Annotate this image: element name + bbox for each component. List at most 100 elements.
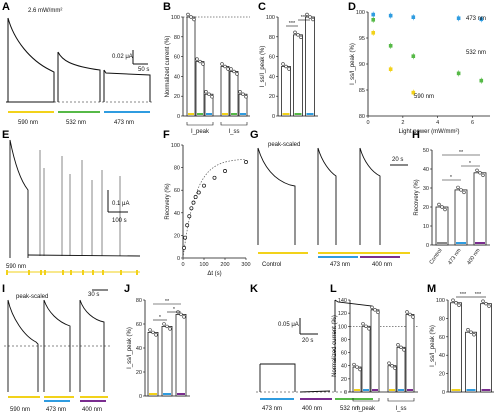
wl-400: 400 nm	[302, 406, 322, 412]
y-tick-label: 80	[174, 35, 180, 41]
light-bar-i1	[8, 396, 40, 398]
light-pulse	[120, 270, 122, 275]
data-point	[481, 299, 485, 303]
data-point	[361, 322, 365, 326]
scale-y-label: 0.1 μA	[112, 201, 129, 207]
data-point	[462, 190, 466, 195]
y-tick-label: 140	[338, 298, 347, 304]
data-point	[229, 67, 233, 71]
light-pulse	[82, 270, 84, 275]
data-point	[186, 12, 190, 17]
cond-control: Control	[262, 262, 281, 268]
y-tick-label: 40	[174, 211, 180, 217]
trace-532	[57, 51, 101, 102]
data-point	[371, 18, 376, 22]
bar	[186, 16, 196, 117]
data-point	[390, 364, 394, 368]
wl-label-532: 532 nm	[66, 120, 86, 126]
group-label-ss: I_ss	[395, 406, 406, 412]
data-point	[223, 169, 227, 173]
data-point	[371, 12, 376, 17]
bar	[220, 66, 230, 117]
panel-letter-h: H	[412, 129, 420, 141]
series-label-532: 532 nm	[466, 50, 486, 56]
light-bar-473	[44, 400, 70, 402]
data-point	[367, 327, 371, 331]
data-point	[479, 17, 484, 22]
bar	[465, 331, 477, 393]
bar	[195, 61, 205, 117]
trace-e-spikes	[39, 150, 121, 256]
light-pulse	[92, 270, 94, 275]
data-point	[358, 367, 362, 372]
y-tick-label: 40	[423, 167, 429, 173]
data-point	[311, 17, 315, 22]
y-axis-label: I_ss/I_peak (%)	[260, 46, 266, 88]
light-pulse	[28, 270, 30, 275]
light-bar-g3	[360, 252, 410, 254]
panel-letters: A B C D E F G H I J K L M	[2, 1, 436, 295]
panel-b: 0 20 40 60 80 100 Normalized current (%) I_peak…	[165, 12, 250, 135]
data-point	[187, 214, 192, 219]
sig-label: *	[450, 175, 453, 181]
y-tick-label: 120	[338, 311, 347, 317]
data-point	[202, 183, 206, 188]
panel-c: 0 20 40 60 80 100 I_ss/I_peak (%) *** ***	[260, 12, 318, 120]
panel-letter-e: E	[2, 129, 9, 141]
data-point	[440, 205, 444, 209]
light-bar-g1	[258, 252, 308, 254]
bar	[454, 189, 468, 246]
y-tick-label: 20	[136, 370, 142, 376]
y-tick-label: 80	[174, 166, 180, 172]
light-bar-532	[58, 111, 100, 113]
data-point	[165, 324, 169, 329]
sig-label: *	[469, 161, 472, 167]
data-point	[185, 223, 190, 228]
data-point	[405, 310, 409, 314]
data-point	[226, 67, 230, 71]
y-tick-label: 100	[356, 10, 365, 16]
data-point	[223, 64, 227, 69]
y-axis-label: I_ss/I_peak (%)	[350, 43, 356, 85]
bar	[405, 314, 415, 393]
data-point	[388, 67, 393, 71]
light-pulse	[6, 270, 8, 275]
sig-label: ***	[460, 292, 467, 298]
data-point	[293, 30, 297, 35]
light-pulse	[70, 270, 72, 275]
data-point	[198, 59, 202, 64]
data-point	[296, 33, 300, 37]
panel-e: 0.1 μA 100 s 590 nm	[6, 139, 141, 275]
y-tick-label: 80	[359, 114, 365, 120]
light-pulse	[40, 270, 42, 275]
data-point	[191, 200, 196, 205]
x-tick-label: 473 nm	[447, 247, 463, 266]
panel-letter-b: B	[163, 1, 171, 13]
sig-label: *	[159, 315, 162, 321]
panel-letter-j: J	[124, 283, 130, 295]
data-point	[469, 330, 473, 334]
data-point	[370, 305, 374, 310]
data-point	[478, 171, 482, 175]
data-point	[457, 303, 461, 307]
x-tick-label: 0	[181, 262, 184, 268]
bar	[281, 66, 291, 117]
data-point	[352, 362, 356, 367]
x-tick-label: 4	[436, 120, 439, 126]
data-point	[481, 173, 485, 178]
x-tick-label: Control	[429, 248, 444, 266]
data-point	[355, 365, 359, 369]
light-bar-400	[80, 400, 106, 402]
data-point	[373, 308, 377, 312]
y-tick-label: 100	[338, 324, 347, 330]
light-pulses-590	[6, 270, 140, 275]
y-tick-label: 60	[439, 335, 445, 341]
data-point	[168, 327, 172, 331]
data-point	[179, 312, 183, 317]
y-tick-label: 10	[423, 224, 429, 230]
y-axis-label: Recovery (%)	[165, 183, 171, 219]
panel-a: 2.6 mW/mm² 0.02 μA 50 s 590 nm 532 nm 47…	[6, 8, 152, 126]
data-point	[210, 95, 214, 99]
sig-label: ***	[301, 15, 308, 21]
